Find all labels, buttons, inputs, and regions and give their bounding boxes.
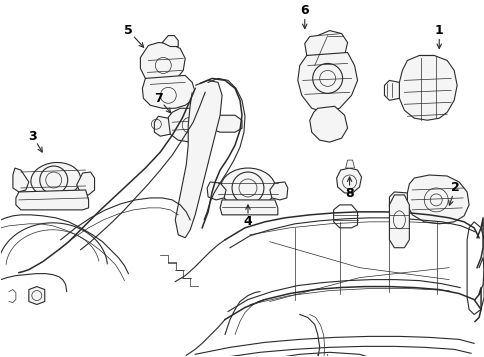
Text: 7: 7 <box>153 92 162 105</box>
Polygon shape <box>309 106 347 142</box>
Text: 8: 8 <box>345 187 353 200</box>
Polygon shape <box>208 115 242 132</box>
Ellipse shape <box>31 162 80 197</box>
Polygon shape <box>336 168 361 193</box>
Polygon shape <box>29 287 45 305</box>
Polygon shape <box>175 80 222 238</box>
Polygon shape <box>407 175 468 224</box>
Text: 6: 6 <box>300 4 308 17</box>
Polygon shape <box>398 55 456 120</box>
Polygon shape <box>269 182 287 200</box>
Polygon shape <box>384 80 398 100</box>
Text: 3: 3 <box>29 130 37 143</box>
Text: 4: 4 <box>243 215 252 228</box>
Ellipse shape <box>220 168 275 208</box>
Polygon shape <box>207 182 226 200</box>
Polygon shape <box>297 52 357 112</box>
Polygon shape <box>220 200 277 215</box>
Text: 1: 1 <box>434 24 443 37</box>
Polygon shape <box>167 108 208 142</box>
Polygon shape <box>16 190 89 210</box>
Polygon shape <box>154 116 170 136</box>
Polygon shape <box>13 168 29 192</box>
Text: 2: 2 <box>450 181 459 195</box>
Polygon shape <box>140 42 185 85</box>
Polygon shape <box>162 36 178 46</box>
Polygon shape <box>142 75 195 108</box>
Polygon shape <box>76 172 94 195</box>
Polygon shape <box>389 195 408 248</box>
Polygon shape <box>345 160 354 168</box>
Polygon shape <box>304 31 347 69</box>
Text: 5: 5 <box>124 24 133 37</box>
Polygon shape <box>389 192 407 212</box>
